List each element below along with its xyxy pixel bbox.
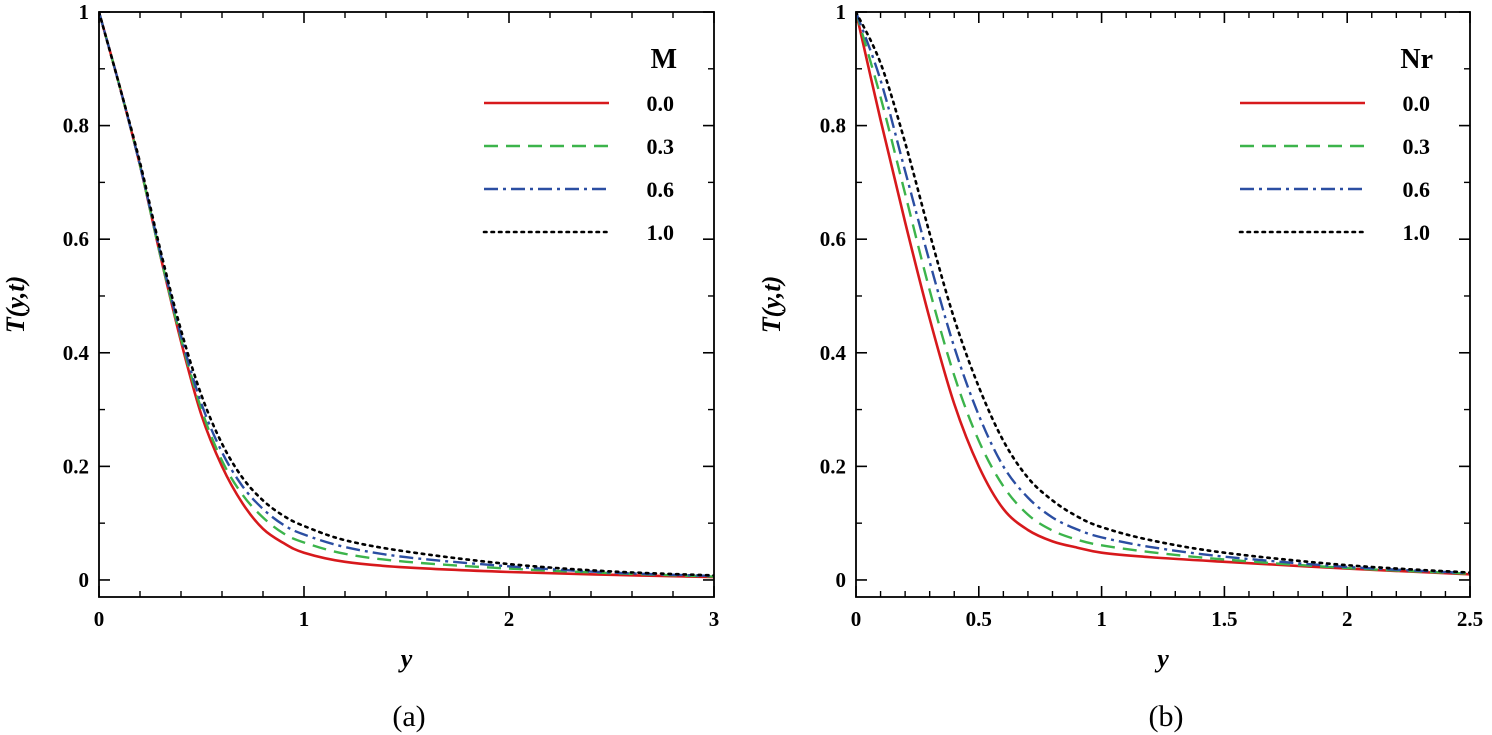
chart-a-series-line-1.0 xyxy=(99,12,714,577)
chart-b-series-line-0.0 xyxy=(856,12,1470,576)
chart-b-y-tick-label: 0.6 xyxy=(820,227,846,251)
chart-a-legend-label: 1.0 xyxy=(647,220,675,245)
chart-a-legend-label: 0.6 xyxy=(647,177,675,202)
chart-b-plot-frame xyxy=(855,11,1471,598)
chart-a-y-axis-label: T(y,t) xyxy=(1,276,30,334)
chart-b-series-line-0.6 xyxy=(856,12,1470,575)
chart-a-legend-label: 0.0 xyxy=(647,91,675,116)
chart-b-legend-label: 0.6 xyxy=(1403,177,1431,202)
chart-a-series-group xyxy=(99,12,714,579)
chart-a-y-tick-label: 0.2 xyxy=(63,454,89,478)
chart-a-series-line-0.0 xyxy=(99,12,714,579)
chart-b-legend-label: 0.3 xyxy=(1403,134,1431,159)
chart-b-y-axis-label: T(y,t) xyxy=(757,276,786,334)
chart-b-legend-title: Nr xyxy=(1400,44,1433,75)
chart-a-plot-frame xyxy=(98,11,715,598)
chart-b-series-line-1.0 xyxy=(856,12,1470,574)
chart-b-y-tick-label: 0.2 xyxy=(820,454,846,478)
chart-a: 0 1 2 3 0 0.2 0.4 0.6 0.8 1 M 0.0 0.3 0.6 1.0 y T(y,t) (a… xyxy=(1,0,719,733)
chart-b-y-tick-label: 0.8 xyxy=(820,114,846,138)
chart-b-legend-label: 0.0 xyxy=(1403,91,1431,116)
chart-b-x-tick-label: 0 xyxy=(851,607,862,631)
chart-a-legend-title: M xyxy=(651,44,677,75)
chart-a-y-tick-label: 0.4 xyxy=(63,341,90,365)
chart-a-panel-caption: (a) xyxy=(392,700,425,733)
chart-a-x-tick-label: 1 xyxy=(299,607,310,631)
chart-b-x-tick-label: 1.5 xyxy=(1211,607,1237,631)
chart-b-y-tick-label: 0.4 xyxy=(820,341,847,365)
chart-a-x-axis-label: y xyxy=(398,644,413,673)
chart-a-y-tick-label: 0.6 xyxy=(63,227,89,251)
chart-b-x-tick-label: 1 xyxy=(1096,607,1107,631)
chart-b-x-tick-label: 2 xyxy=(1342,607,1353,631)
chart-b-y-tick-label: 1 xyxy=(836,0,847,24)
chart-b-x-axis-label: y xyxy=(1154,644,1169,673)
chart-a-legend: M 0.0 0.3 0.6 1.0 xyxy=(482,44,677,245)
chart-a-y-tick-label: 0.8 xyxy=(63,114,89,138)
chart-b-x-tick-label: 0.5 xyxy=(966,607,992,631)
chart-a-x-tick-label: 3 xyxy=(709,607,720,631)
chart-b-series-group xyxy=(856,12,1470,576)
chart-b-y-tick-label: 0 xyxy=(836,568,847,592)
chart-a-series-line-0.6 xyxy=(99,12,714,578)
chart-a-x-tick-label: 2 xyxy=(504,607,515,631)
chart-b-legend-label: 1.0 xyxy=(1403,220,1431,245)
chart-a-y-tick-label: 0 xyxy=(79,568,90,592)
chart-b-panel-caption: (b) xyxy=(1149,700,1184,733)
chart-a-x-tick-label: 0 xyxy=(94,607,105,631)
chart-b-legend: Nr 0.0 0.3 0.6 1.0 xyxy=(1238,44,1433,245)
chart-b-x-tick-label: 2.5 xyxy=(1457,607,1483,631)
chart-a-legend-label: 0.3 xyxy=(647,134,675,159)
chart-b: 0 0.5 1 1.5 2 2.5 0 0.2 0.4 0.6 0.8 1 Nr 0.0 0.3 0.6 1.0… xyxy=(757,0,1483,733)
chart-a-series-line-0.3 xyxy=(99,12,714,578)
chart-b-series-line-0.3 xyxy=(856,12,1470,575)
chart-a-y-tick-label: 1 xyxy=(79,0,90,24)
